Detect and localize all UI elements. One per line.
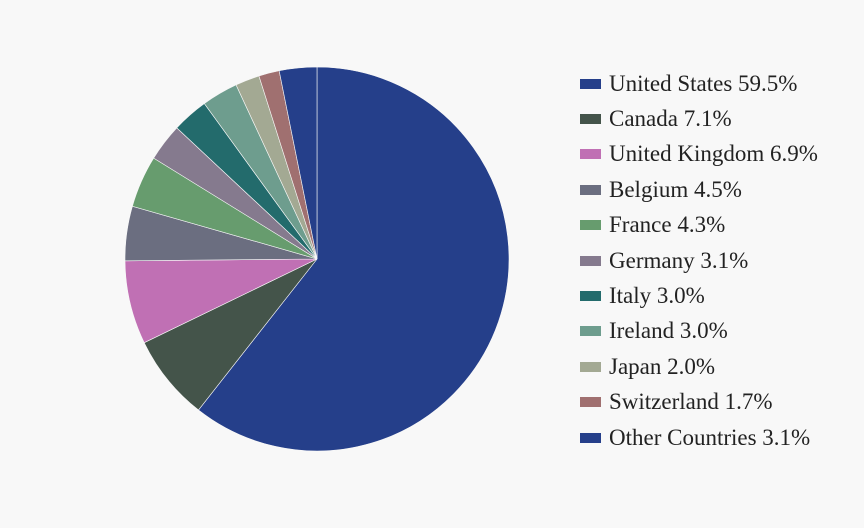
legend-label: United Kingdom 6.9% (609, 141, 818, 167)
legend-label: Canada 7.1% (609, 106, 732, 132)
legend-item: Other Countries 3.1% (580, 420, 818, 455)
legend-label: Germany 3.1% (609, 247, 749, 273)
legend-item: Ireland 3.0% (580, 314, 818, 349)
legend-item: Canada 7.1% (580, 101, 818, 136)
legend-swatch (580, 326, 601, 337)
legend-swatch (580, 220, 601, 231)
legend-label: France 4.3% (609, 212, 726, 238)
legend-swatch (580, 432, 601, 443)
pie-slice-united-states (198, 66, 510, 452)
legend-swatch (580, 255, 601, 266)
legend-item: Italy 3.0% (580, 278, 818, 313)
legend-item: Japan 2.0% (580, 349, 818, 384)
legend-item: Switzerland 1.7% (580, 385, 818, 420)
legend-swatch (580, 291, 601, 302)
legend-swatch (580, 114, 601, 125)
legend-swatch (580, 184, 601, 195)
legend-item: Belgium 4.5% (580, 172, 818, 207)
pie-slice-other-countries (278, 66, 318, 260)
legend-label: Ireland 3.0% (609, 318, 728, 344)
legend-item: France 4.3% (580, 208, 818, 243)
legend-label: Other Countries 3.1% (609, 424, 811, 450)
legend-swatch (580, 397, 601, 408)
legend-label: Italy 3.0% (609, 283, 705, 309)
legend-swatch (580, 78, 601, 89)
legend-label: Belgium 4.5% (609, 176, 742, 202)
chart-legend: United States 59.5% Canada 7.1% United Kin… (580, 66, 818, 455)
legend-item: United States 59.5% (580, 66, 818, 101)
legend-item: Germany 3.1% (580, 243, 818, 278)
legend-label: United States 59.5% (609, 70, 798, 96)
legend-swatch (580, 361, 601, 372)
legend-item: United Kingdom 6.9% (580, 137, 818, 172)
legend-label: Switzerland 1.7% (609, 389, 773, 415)
legend-swatch (580, 149, 601, 160)
legend-label: Japan 2.0% (609, 353, 716, 379)
